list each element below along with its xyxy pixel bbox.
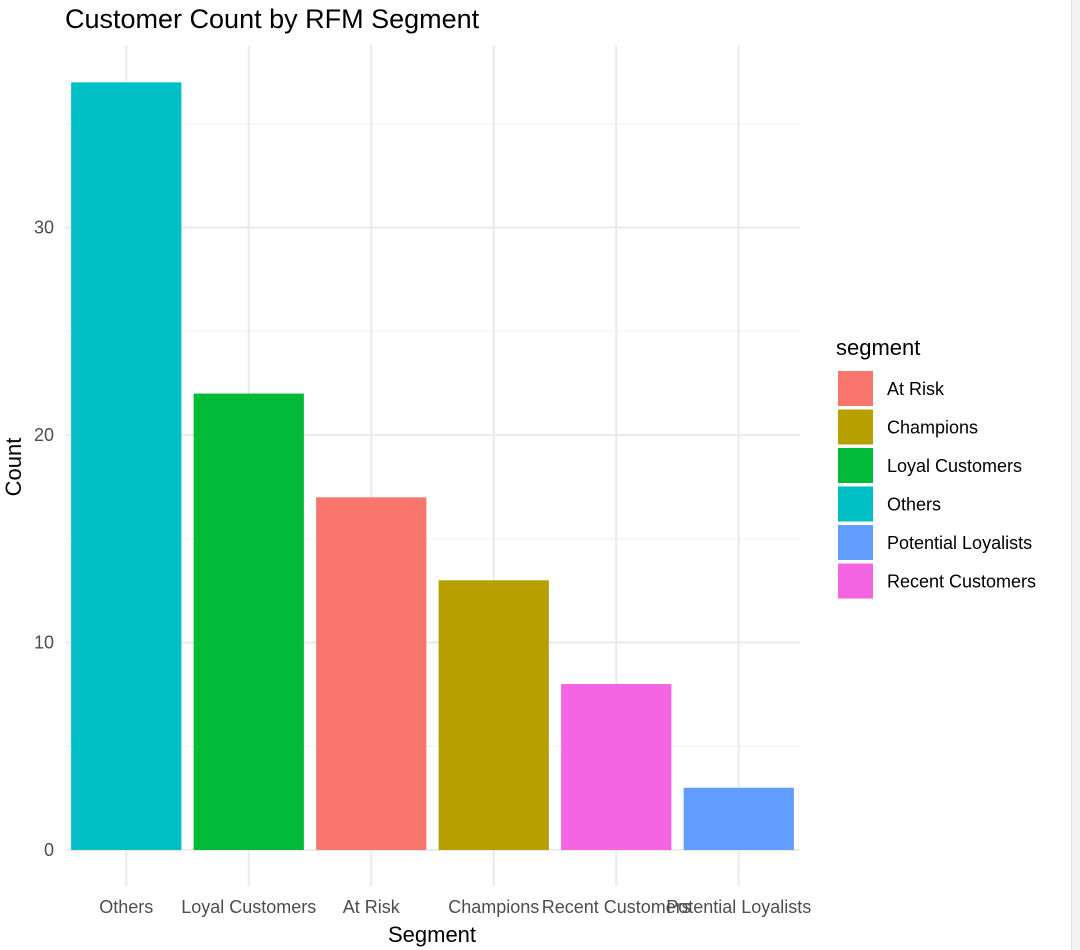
y-tick-label: 10 [34,633,54,653]
legend-swatch [838,486,873,522]
x-tick-label: Potential Loyalists [666,897,811,917]
legend-item-label: Champions [887,418,978,438]
legend-swatch [838,563,873,599]
x-tick-label: Others [99,897,153,917]
x-axis-ticks: Others Loyal Customers At Risk Champions Rec… [99,897,811,917]
legend-item-label: Potential Loyalists [887,533,1032,553]
y-axis-label: Count [1,438,26,497]
legend-swatch [838,371,873,406]
x-tick-label: At Risk [343,897,401,917]
legend-item-label: Loyal Customers [887,456,1022,476]
x-tick-label: Loyal Customers [181,897,316,917]
bar-recent-customers [561,684,672,850]
legend-item-label: Others [887,495,941,515]
y-tick-label: 30 [34,218,54,238]
y-axis-ticks: 0 10 20 30 [34,218,54,860]
x-tick-label: Champions [448,897,539,917]
bars-group [71,82,794,851]
y-tick-label: 0 [44,840,54,860]
bar-loyal-customers [193,393,304,850]
y-tick-label: 20 [34,425,54,445]
legend: segment At Risk Champions Loyal Customers O… [836,335,1036,599]
legend-item-label: At Risk [887,379,945,399]
x-axis-label: Segment [388,922,476,947]
bar-at-risk [316,497,427,850]
chart-title: Customer Count by RFM Segment [65,4,480,34]
bar-champions [438,580,549,850]
bar-potential-loyalists [683,787,794,850]
legend-swatch [838,448,873,483]
legend-item-label: Recent Customers [887,572,1036,592]
legend-title: segment [836,335,920,360]
legend-swatch [838,525,873,560]
bar-others [71,82,182,851]
legend-swatch [838,409,873,445]
window-edge [1071,0,1080,950]
x-tick-label: Recent Customers [542,897,691,917]
